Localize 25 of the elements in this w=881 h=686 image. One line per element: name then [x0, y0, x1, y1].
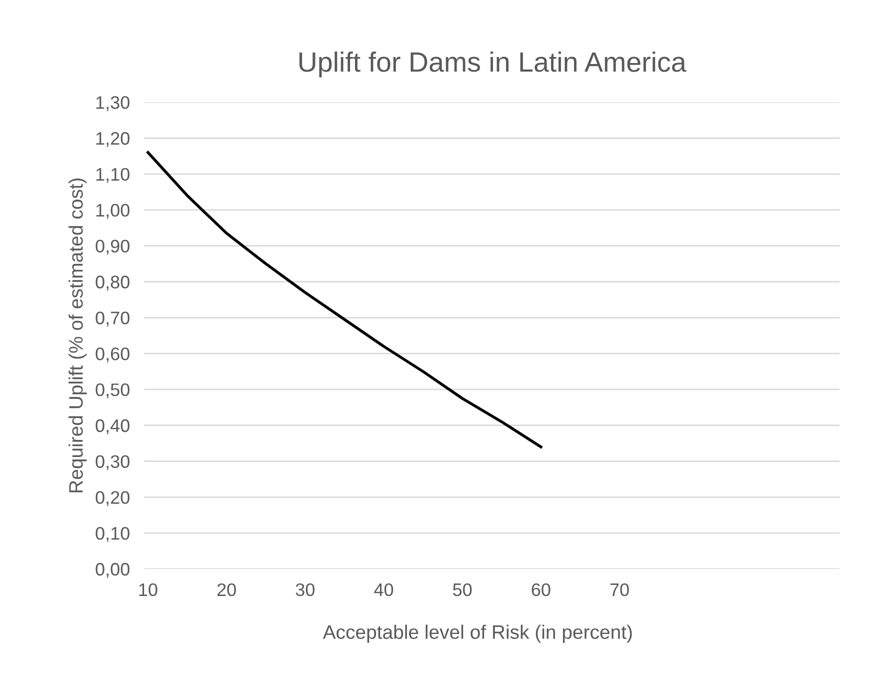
y-tick-label: 0,60 — [96, 347, 130, 362]
y-tick-label: 0,10 — [96, 527, 130, 542]
y-tick-label: 0,70 — [96, 312, 130, 326]
x-tick-label: 10 — [139, 583, 158, 596]
y-tick-label: 0,40 — [96, 419, 130, 434]
y-tick-label: 1,20 — [96, 132, 130, 147]
y-tick-label: 1,30 — [96, 96, 130, 112]
y-tick-label: 0,90 — [96, 240, 130, 255]
y-tick-label: 0,00 — [96, 562, 130, 578]
x-axis-title: Acceptable level of Risk (in percent) — [322, 624, 632, 643]
y-tick-label: 0,30 — [96, 455, 130, 470]
x-tick-label: 30 — [296, 583, 314, 596]
line-series — [146, 151, 542, 448]
chart-title: Uplift for Dams in Latin America — [299, 52, 686, 78]
y-axis-title: Required Uplift (% of estimated cost) — [68, 178, 87, 492]
x-tick-label: 40 — [374, 583, 394, 596]
x-tick-label: 60 — [532, 583, 550, 596]
x-tick-label: 20 — [217, 583, 236, 596]
y-tick-label: 1,10 — [96, 168, 130, 183]
x-tick-label: 70 — [610, 583, 629, 596]
x-tick-label: 50 — [453, 583, 472, 596]
y-tick-label: 1,00 — [96, 204, 130, 219]
y-tick-label: 0,50 — [96, 383, 130, 398]
y-tick-label: 0,20 — [96, 491, 130, 506]
y-tick-label: 0,80 — [96, 276, 130, 291]
